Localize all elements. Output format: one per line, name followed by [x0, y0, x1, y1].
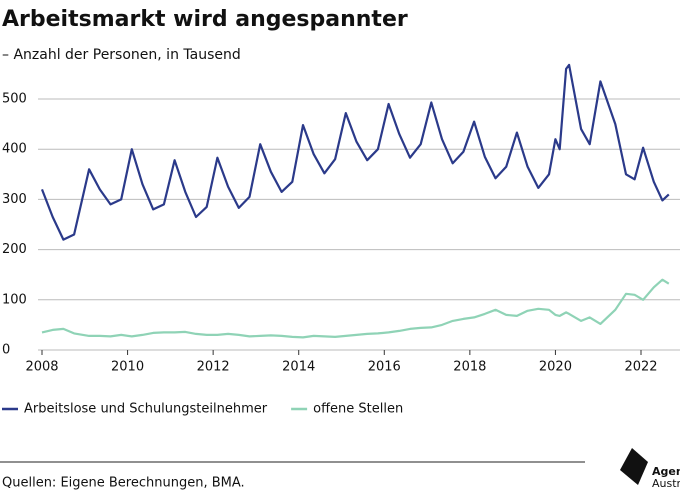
- x-tick-label: 2020: [539, 360, 572, 375]
- x-tick-label: 2014: [282, 360, 315, 375]
- chart-title: Arbeitsmarkt wird angespannter: [2, 7, 408, 32]
- y-tick-label: 100: [2, 292, 27, 307]
- logo-text: Austria: [652, 477, 680, 490]
- x-tick-label: 2008: [25, 360, 58, 375]
- chart-subtitle: – Anzahl der Personen, in Tausend: [2, 47, 241, 63]
- legend-label: Arbeitslose und Schulungsteilnehmer: [24, 402, 268, 417]
- y-tick-label: 400: [2, 142, 27, 157]
- logo-text: Agenda: [652, 465, 680, 478]
- y-tick-label: 500: [2, 92, 27, 107]
- x-tick-label: 2018: [453, 360, 486, 375]
- x-tick-label: 2016: [368, 360, 401, 375]
- x-tick-label: 2022: [624, 360, 657, 375]
- y-tick-label: 300: [2, 192, 27, 207]
- logo-mark: [620, 448, 648, 485]
- x-tick-label: 2012: [197, 360, 230, 375]
- y-tick-label: 0: [2, 343, 10, 358]
- series-line: [41, 278, 670, 339]
- x-tick-label: 2010: [111, 360, 144, 375]
- series-line: [40, 63, 670, 241]
- y-tick-label: 200: [2, 242, 27, 257]
- source: Quellen: Eigene Berechnungen, BMA.: [2, 476, 245, 491]
- legend-label: offene Stellen: [313, 402, 403, 417]
